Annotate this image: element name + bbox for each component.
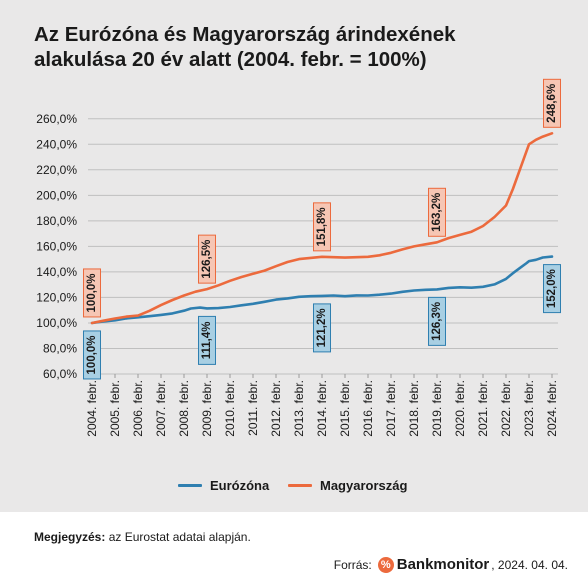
y-tick-label: 140,0% [36,265,77,279]
data-label-box-eurozone [428,296,446,346]
footnote-label: Megjegyzés: [34,530,106,544]
data-label-box-hungary [543,78,561,128]
data-label-hungary: 126,5% [201,240,213,279]
footnote: Megjegyzés: az Eurostat adatai alapján. [34,530,251,544]
data-label-eurozone: 111,4% [201,322,213,360]
series-line-hungary [90,132,554,325]
legend-swatch-eurozone [178,484,202,487]
footnote-text: az Eurostat adatai alapján. [105,530,251,544]
y-tick-label: 240,0% [36,137,77,151]
data-label-hungary: 151,8% [316,207,328,246]
data-label-eurozone: 100,0% [86,335,98,374]
data-label-hungary: 248,6% [546,84,558,123]
x-tick-label: 2008. febr. [177,380,191,437]
bankmonitor-logo-icon: % [377,556,394,573]
series-line-eurozone [90,255,554,325]
x-tick-label: 2009. febr. [200,380,214,437]
line-chart: 60,0% 80,0% 100,0% 120,0% 140,0% 160,0% 180,0%… [36,78,561,437]
data-label-eurozone: 126,3% [431,302,443,341]
x-tick-label: 2014. febr. [315,380,329,437]
legend-item-hungary: Magyarország [288,478,407,493]
x-tick-label: 2007. febr. [154,380,168,437]
data-label-box-hungary [313,202,331,252]
y-tick-label: 160,0% [36,239,77,253]
x-tick-label: 2004. febr. [85,380,99,437]
chart-legend: Eurózóna Magyarország [0,478,588,498]
source-line: Forrás: % Bankmonitor , 2024. 04. 04. [334,556,568,573]
data-label-box-eurozone [543,264,561,314]
chart-title-line-2: alakulása 20 év alatt (2004. febr. = 100… [34,48,427,71]
legend-item-eurozone: Eurózóna [178,478,269,493]
data-label-box-eurozone [83,330,101,380]
y-tick-label: 220,0% [36,163,77,177]
chart-panel: Az Eurózóna és Magyarország árindexének … [0,0,588,512]
data-label-hungary: 100,0% [86,273,98,312]
x-tick-label: 2015. febr. [338,380,352,437]
data-label-hungary: 163,2% [431,193,443,232]
x-tick-label: 2012. febr. [269,380,283,437]
y-tick-label: 120,0% [36,290,77,304]
data-label-box-eurozone [313,303,331,353]
data-label-box-hungary [83,268,101,318]
y-tick-label: 260,0% [36,112,77,126]
x-tick-label: 2017. febr. [384,380,398,437]
x-tick-label: 2013. febr. [292,380,306,437]
x-tick-label: 2005. febr. [108,380,122,437]
source-label: Forrás: [333,557,372,572]
legend-swatch-hungary [288,484,312,487]
x-tick-label: 2023. febr. [522,380,536,437]
x-tick-label: 2011. febr. [246,380,260,436]
x-tick-label: 2019. febr. [430,380,444,437]
chart-title-line-1: Az Eurózóna és Magyarország árindexének [34,23,456,46]
y-tick-label: 80,0% [43,341,77,355]
legend-label-eurozone: Eurózóna [210,478,270,493]
x-tick-label: 2020. febr. [453,380,467,437]
bankmonitor-brand[interactable]: Bankmonitor [396,556,490,573]
data-label-eurozone: 121,2% [316,308,328,347]
source-date: , 2024. 04. 04. [491,557,568,572]
legend-label-hungary: Magyarország [320,478,408,493]
chart-title: Az Eurózóna és Magyarország árindexének … [34,22,574,72]
x-tick-label: 2018. febr. [407,380,421,437]
data-label-eurozone: 152,0% [546,269,558,308]
y-tick-label: 60,0% [43,367,77,381]
x-tick-label: 2022. febr. [499,380,513,437]
y-tick-label: 100,0% [36,316,77,330]
x-tick-label: 2010. febr. [223,380,237,437]
x-tick-label: 2016. febr. [361,380,375,437]
data-label-box-hungary [198,234,216,284]
data-label-box-hungary [428,187,446,237]
x-tick-label: 2021. febr. [476,380,490,437]
footer: Megjegyzés: az Eurostat adatai alapján. … [0,512,588,588]
data-label-box-eurozone [198,315,216,365]
x-tick-label: 2024. febr. [545,380,559,437]
y-tick-label: 180,0% [36,214,77,228]
x-tick-label: 2006. febr. [131,380,145,437]
y-tick-label: 200,0% [36,188,77,202]
